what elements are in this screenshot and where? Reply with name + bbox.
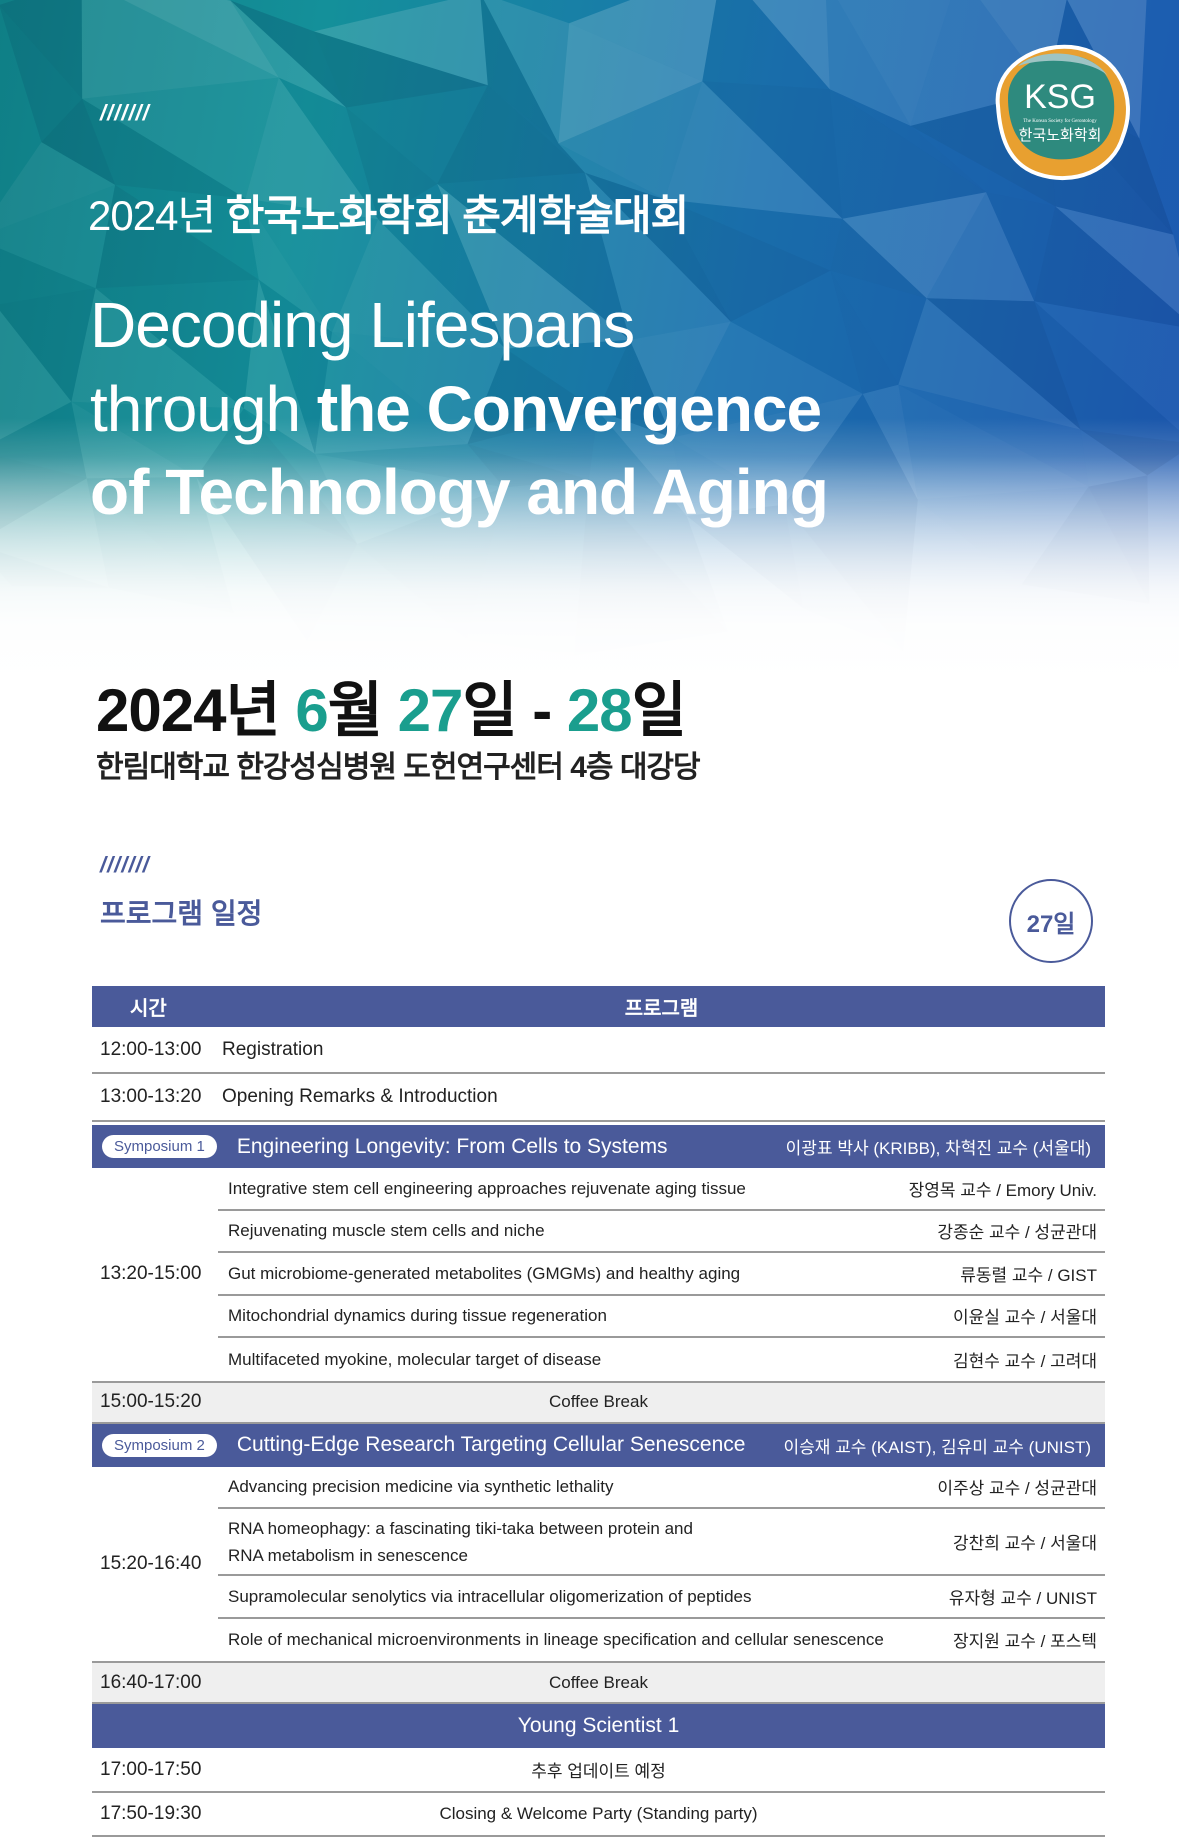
- english-title-line1: Decoding Lifespans: [90, 289, 635, 361]
- decor-slashes: ///////: [100, 852, 150, 877]
- symposium-badge: Symposium 2: [102, 1433, 217, 1457]
- coffee-break-row: 15:00-15:20 Coffee Break: [92, 1382, 1105, 1424]
- talk-speaker: 이주상 교수 / 성균관대: [937, 1479, 1097, 1499]
- talk-title: Multifaceted myokine, molecular target o…: [228, 1349, 602, 1369]
- talk-speaker: 유자형 교수 / UNIST: [948, 1588, 1097, 1608]
- talk-row: Multifaceted myokine, molecular target o…: [218, 1338, 1105, 1381]
- table-row: 12:00-13:00 Registration: [92, 1027, 1105, 1074]
- talk-row: RNA homeophagy: a fascinating tiki-taka …: [218, 1509, 1105, 1576]
- talk-speaker: 장지원 교수 / 포스텍: [952, 1632, 1097, 1652]
- talk-row: Gut microbiome-generated metabolites (GM…: [218, 1253, 1105, 1296]
- day-badge: 27일: [1009, 879, 1093, 963]
- program-table: 시간 프로그램 12:00-13:00 Registration 13:00-13…: [92, 986, 1105, 1837]
- korean-title: 2024년 한국노화학회 춘계학술대회: [88, 192, 689, 239]
- talk-title: Rejuvenating muscle stem cells and niche: [228, 1221, 545, 1241]
- talk-title: RNA homeophagy: a fascinating tiki-taka …: [228, 1518, 693, 1565]
- table-row: 13:00-13:20 Opening Remarks & Introductio…: [92, 1074, 1105, 1122]
- program-title: 프로그램 일정: [100, 898, 263, 929]
- english-title-line3: of Technology and Aging: [90, 456, 829, 528]
- young-scientist-header: Young Scientist 1: [92, 1704, 1105, 1748]
- table-row: 17:00-17:50 추후 업데이트 예정: [92, 1748, 1105, 1793]
- talk-row: Advancing precision medicine via synthet…: [218, 1467, 1105, 1509]
- table-row: 17:50-19:30 Closing & Welcome Party (Stan…: [92, 1793, 1105, 1837]
- talk-row: Role of mechanical microenvironments in …: [218, 1619, 1105, 1662]
- symposium-badge: Symposium 1: [102, 1135, 217, 1158]
- event-date: 2024년 6월 27일 - 28일: [96, 677, 687, 744]
- event-venue: 한림대학교 한강성심병원 도헌연구센터 4층 대강당: [96, 751, 701, 784]
- svg-text:The Korean Society for Geronto: The Korean Society for Gerontology: [1023, 119, 1097, 124]
- talk-title: Integrative stem cell engineering approa…: [228, 1178, 746, 1198]
- talk-title: Advancing precision medicine via synthet…: [228, 1477, 614, 1497]
- talk-row: Rejuvenating muscle stem cells and niche…: [218, 1211, 1105, 1253]
- coffee-break-row: 16:40-17:00 Coffee Break: [92, 1663, 1105, 1704]
- talk-row: Supramolecular senolytics via intracellu…: [218, 1576, 1105, 1619]
- talk-row: Mitochondrial dynamics during tissue reg…: [218, 1296, 1105, 1338]
- talk-title: Supramolecular senolytics via intracellu…: [228, 1586, 752, 1606]
- talk-speaker: 김현수 교수 / 고려대: [952, 1351, 1097, 1371]
- symposium-1-talks: 13:20-15:00 Integrative stem cell engine…: [92, 1168, 1105, 1383]
- talk-title: Mitochondrial dynamics during tissue reg…: [228, 1306, 607, 1326]
- ksg-logo: KSG The Korean Society for Gerontology 한…: [995, 44, 1130, 180]
- talk-speaker: 이윤실 교수 / 서울대: [952, 1308, 1097, 1328]
- table-header: 시간 프로그램: [92, 986, 1105, 1027]
- fade-overlay: [0, 0, 1179, 760]
- svg-text:한국노화학회: 한국노화학회: [1019, 126, 1102, 144]
- talk-speaker: 강찬희 교수 / 서울대: [952, 1534, 1097, 1553]
- talk-speaker: 류동렬 교수 / GIST: [960, 1265, 1097, 1285]
- talk-row: Integrative stem cell engineering approa…: [218, 1168, 1105, 1211]
- english-title-line2: through the Convergence: [90, 373, 822, 445]
- talk-title: Gut microbiome-generated metabolites (GM…: [228, 1263, 741, 1283]
- decor-slashes: ///////: [100, 100, 150, 125]
- symposium-2-talks: 15:20-16:40 Advancing precision medicine…: [92, 1467, 1105, 1663]
- symposium-2-header: Symposium 2 Cutting-Edge Research Target…: [92, 1423, 1105, 1467]
- talk-title: Role of mechanical microenvironments in …: [228, 1630, 884, 1650]
- symposium-1-header: Symposium 1 Engineering Longevity: From …: [92, 1125, 1105, 1168]
- talk-speaker: 강종순 교수 / 성균관대: [937, 1223, 1097, 1243]
- polygon-pattern: [0, 0, 1179, 760]
- svg-text:KSG: KSG: [1024, 78, 1096, 116]
- talk-speaker: 장영목 교수 / Emory Univ.: [908, 1180, 1097, 1200]
